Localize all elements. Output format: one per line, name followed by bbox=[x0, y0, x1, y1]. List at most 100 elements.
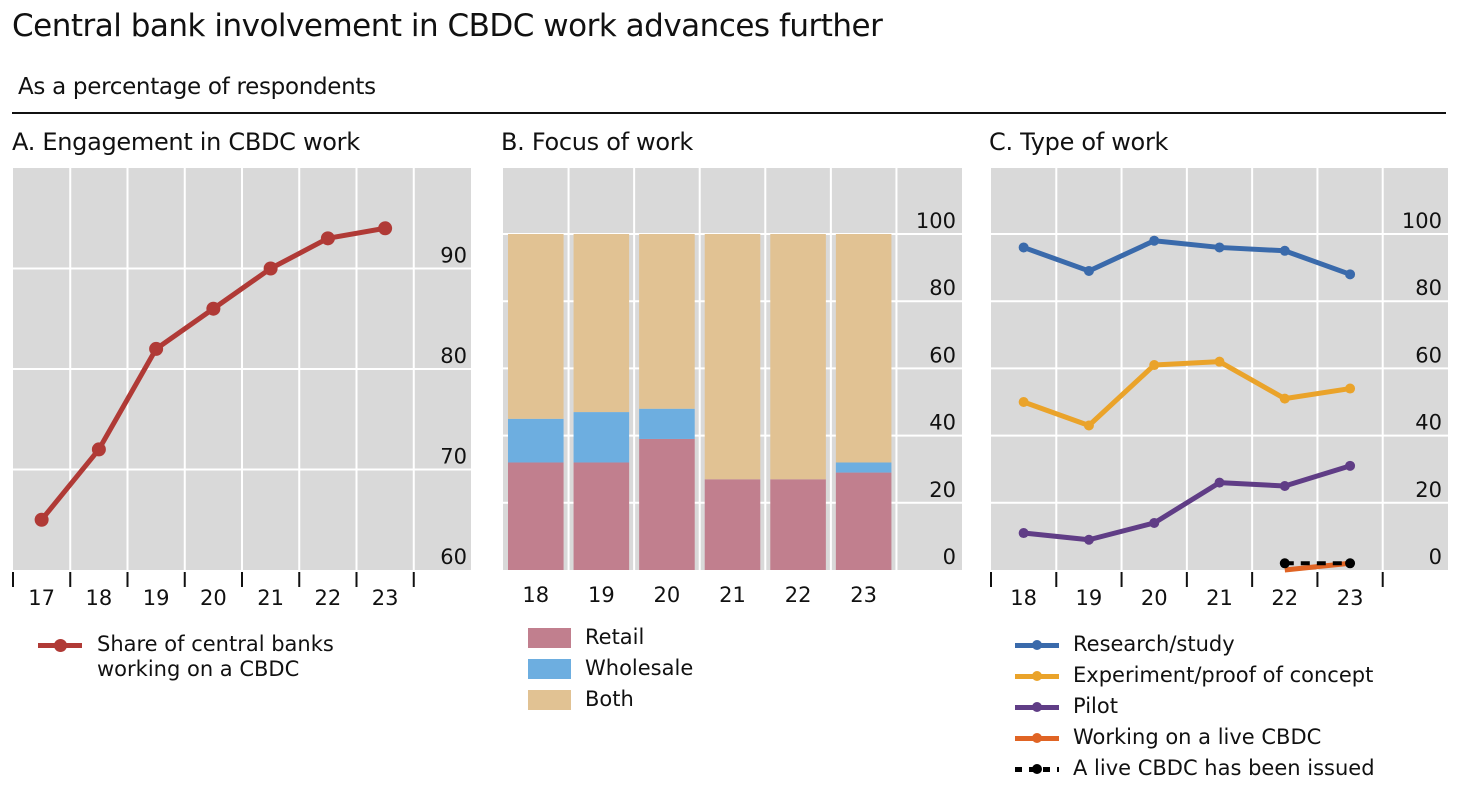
data-point bbox=[1149, 360, 1160, 371]
legend-item-pilot: Pilot bbox=[1015, 691, 1375, 722]
data-point bbox=[1149, 517, 1160, 528]
x-tick-label: 23 bbox=[850, 583, 877, 607]
bar-segment-wholesale bbox=[639, 408, 695, 439]
data-point bbox=[1214, 477, 1225, 488]
legend-line-marker-icon bbox=[1015, 638, 1059, 652]
legend-line-marker-icon bbox=[38, 638, 82, 652]
x-tick-label: 18 bbox=[522, 583, 549, 607]
legend-label: Retail bbox=[585, 625, 645, 649]
header-divider bbox=[12, 112, 1446, 114]
bar-segment-both bbox=[770, 234, 826, 480]
wholesale-swatch bbox=[528, 658, 571, 679]
y-tick-label: 20 bbox=[1415, 478, 1442, 502]
y-tick-label: 20 bbox=[929, 478, 956, 502]
bar-segment-both bbox=[704, 234, 761, 480]
legend-line-marker-icon bbox=[1015, 669, 1059, 683]
y-tick-label: 60 bbox=[929, 343, 956, 367]
series-line-research-study bbox=[1022, 238, 1351, 277]
data-point bbox=[1018, 528, 1029, 539]
data-point bbox=[1345, 383, 1356, 394]
x-tick-label: 23 bbox=[1337, 586, 1364, 610]
x-tick-label: 22 bbox=[1271, 586, 1298, 610]
legend-label-line1: Share of central banks bbox=[97, 632, 334, 656]
data-point bbox=[1345, 269, 1356, 280]
panel-a-chart: 60 70 80 90 17 18 19 20 21 22 23 bbox=[12, 168, 471, 610]
panel-c-title: C. Type of work bbox=[989, 128, 1169, 156]
bar-segment-both bbox=[835, 234, 892, 463]
y-tick-label: 80 bbox=[929, 276, 956, 300]
legend-item-working-live: Working on a live CBDC bbox=[1015, 722, 1375, 753]
panel-c-chart: 0 20 40 60 80 100 18 19 20 21 22 23 bbox=[990, 168, 1448, 610]
series-line-experiment-proof-of-concept bbox=[1022, 359, 1351, 429]
data-point bbox=[1083, 534, 1094, 545]
legend-item-research: Research/study bbox=[1015, 629, 1375, 660]
data-point bbox=[1345, 558, 1356, 569]
panel-c-legend: Research/study Experiment/proof of conce… bbox=[1015, 629, 1375, 784]
data-point bbox=[378, 221, 393, 236]
both-swatch bbox=[528, 689, 571, 710]
data-point bbox=[1279, 481, 1290, 491]
x-tick-label: 19 bbox=[1076, 586, 1103, 610]
bar-segment-retail bbox=[770, 479, 826, 570]
legend-label: Wholesale bbox=[585, 656, 694, 680]
legend-item-experiment: Experiment/proof of concept bbox=[1015, 660, 1375, 691]
data-point bbox=[1018, 242, 1029, 253]
legend-item-retail: Retail bbox=[528, 622, 693, 653]
bar-segment-retail bbox=[835, 472, 892, 570]
legend-label: Both bbox=[585, 687, 634, 711]
data-point bbox=[1214, 242, 1225, 253]
bar-segment-retail bbox=[704, 479, 761, 570]
panel-b-title: B. Focus of work bbox=[501, 128, 693, 156]
x-tick-label: 22 bbox=[315, 586, 342, 610]
x-tick-label: 20 bbox=[200, 586, 227, 610]
y-tick-label: 60 bbox=[440, 545, 467, 569]
data-point bbox=[1279, 558, 1290, 569]
x-tick-label: 19 bbox=[143, 586, 170, 610]
x-tick-label: 21 bbox=[257, 586, 284, 610]
y-tick-label: 0 bbox=[1429, 545, 1442, 569]
y-tick-label: 80 bbox=[1415, 276, 1442, 300]
x-tick-label: 21 bbox=[719, 583, 746, 607]
data-point bbox=[206, 301, 221, 316]
series-line-pilot bbox=[1023, 463, 1351, 543]
data-point bbox=[149, 341, 164, 356]
bar-segment-wholesale bbox=[508, 418, 564, 463]
figure-title: Central bank involvement in CBDC work ad… bbox=[12, 8, 883, 44]
x-tick-label: 20 bbox=[654, 583, 681, 607]
legend-label: Research/study bbox=[1073, 632, 1235, 656]
y-tick-label: 100 bbox=[916, 209, 956, 233]
bar-segment-retail bbox=[508, 462, 564, 570]
legend-item-live-issued: A live CBDC has been issued bbox=[1015, 753, 1375, 784]
legend-dashed-marker-icon bbox=[1015, 762, 1059, 776]
x-tick-label: 20 bbox=[1141, 586, 1168, 610]
x-tick-label: 18 bbox=[1010, 586, 1037, 610]
x-tick-label: 19 bbox=[588, 583, 615, 607]
bar-segment-both bbox=[573, 234, 630, 413]
data-point bbox=[263, 261, 278, 276]
legend-label: Experiment/proof of concept bbox=[1073, 663, 1374, 687]
legend-label: A live CBDC has been issued bbox=[1073, 756, 1375, 780]
y-tick-label: 90 bbox=[440, 244, 467, 268]
retail-swatch bbox=[528, 627, 571, 648]
data-point bbox=[1345, 460, 1356, 471]
x-tick-label: 22 bbox=[785, 583, 812, 607]
panel-b-chart: 0 20 40 60 80 100 18 19 20 21 22 23 bbox=[503, 168, 962, 607]
bar-segment-wholesale bbox=[835, 462, 892, 473]
data-point bbox=[320, 231, 335, 246]
y-tick-label: 0 bbox=[943, 545, 956, 569]
y-tick-label: 60 bbox=[1415, 343, 1442, 367]
bar-segment-retail bbox=[573, 462, 630, 570]
bar-segment-both bbox=[639, 234, 695, 409]
data-point bbox=[1018, 397, 1029, 407]
panel-a-title: A. Engagement in CBDC work bbox=[12, 128, 360, 156]
legend-label: Working on a live CBDC bbox=[1073, 725, 1322, 749]
bar-segment-retail bbox=[639, 438, 695, 570]
data-point bbox=[1279, 245, 1290, 256]
data-point bbox=[1083, 420, 1094, 431]
x-tick-label: 17 bbox=[28, 586, 55, 610]
legend-label-line2: working on a CBDC bbox=[97, 657, 300, 681]
legend-label: Pilot bbox=[1073, 694, 1118, 718]
x-tick-label: 21 bbox=[1206, 586, 1233, 610]
data-point bbox=[91, 442, 106, 457]
y-tick-label: 100 bbox=[1402, 209, 1442, 233]
